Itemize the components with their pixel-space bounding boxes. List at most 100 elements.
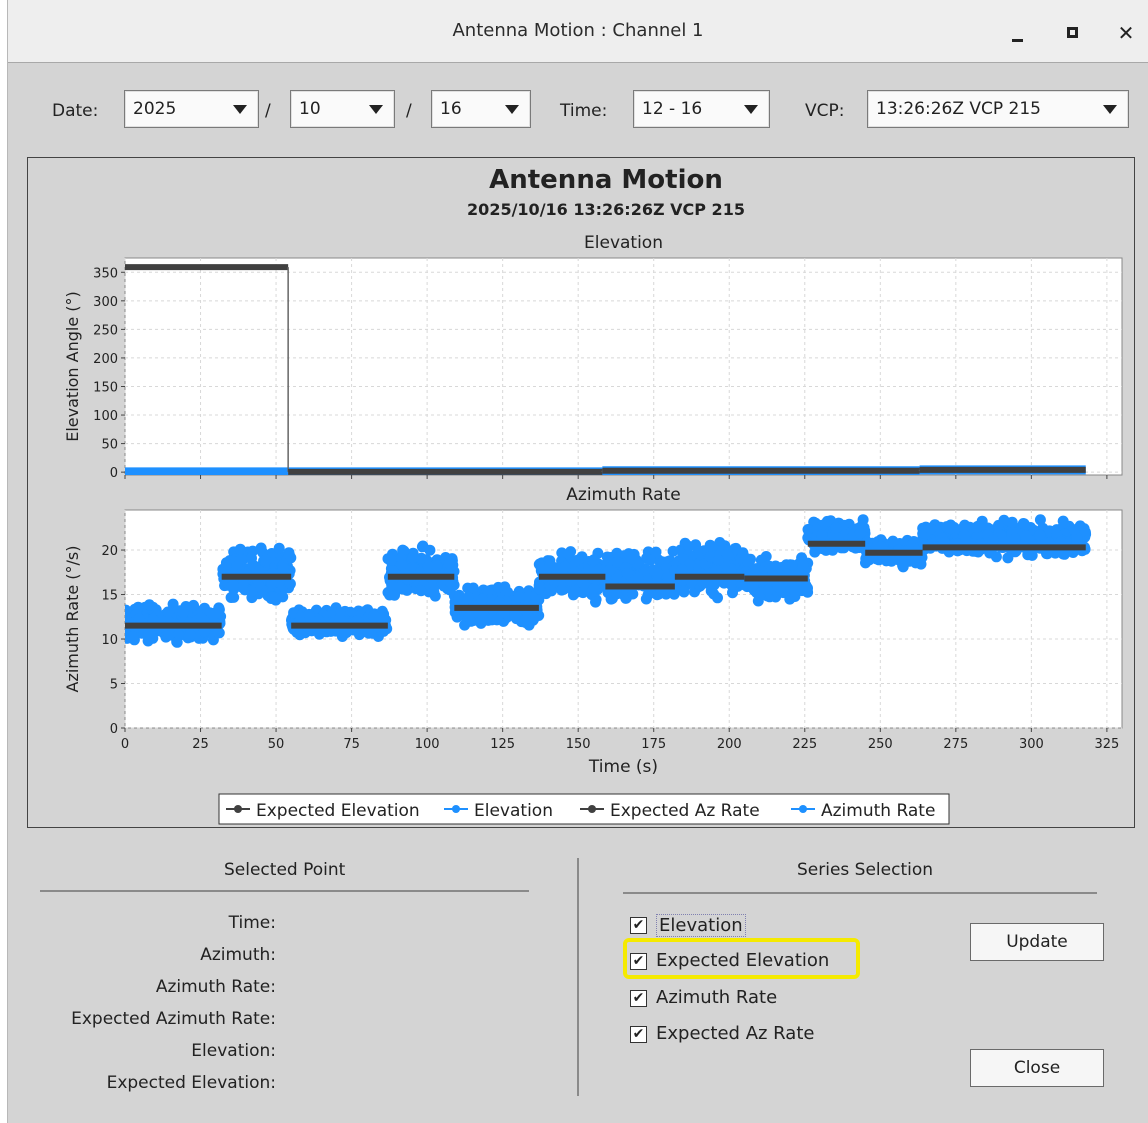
vcp-value: 13:26:26Z VCP 215 xyxy=(876,99,1042,119)
azimuth-rate-point xyxy=(801,581,812,593)
azimuth-rate-point xyxy=(443,558,455,569)
azimuth-rate-point xyxy=(729,543,741,555)
azimuth-rate-plot xyxy=(121,509,1123,732)
subplot-title: Elevation xyxy=(584,233,663,253)
azimuth-rate-point xyxy=(987,534,999,546)
azimuth-rate-point xyxy=(570,584,582,596)
azimuth-rate-point xyxy=(463,611,475,623)
azimuth-rate-point xyxy=(1059,548,1070,560)
antenna-motion-window: Antenna Motion : Channel 1 ✕ Date: 2025 … xyxy=(7,0,1148,1123)
plot-area xyxy=(124,257,1123,476)
azimuth-rate-point xyxy=(632,572,644,584)
x-tick-label: 75 xyxy=(343,737,360,752)
day-select[interactable]: 16 xyxy=(431,90,531,128)
azimuth-rate-point xyxy=(143,599,155,611)
azimuth-rate-band xyxy=(802,514,871,558)
azimuth-rate-point xyxy=(246,585,258,597)
azimuth-rate-point xyxy=(570,555,582,567)
azimuth-rate-point xyxy=(660,588,672,600)
checkbox-icon[interactable]: ✔ xyxy=(630,990,647,1007)
azimuth-rate-point xyxy=(712,554,724,566)
update-button[interactable]: Update xyxy=(970,923,1104,961)
azimuth-rate-point xyxy=(394,581,406,593)
azimuth-rate-point xyxy=(228,591,240,603)
azimuth-rate-point xyxy=(1006,516,1018,528)
data-layer xyxy=(125,264,1086,475)
chart-panel: Antenna Motion 2025/10/16 13:26:26Z VCP 2… xyxy=(27,157,1135,828)
azimuth-rate-point xyxy=(1018,518,1030,530)
azimuth-rate-point xyxy=(559,561,571,573)
azimuth-field-label: Azimuth: xyxy=(200,945,276,965)
y-tick-label: 250 xyxy=(93,323,118,338)
azimuth-rate-point xyxy=(397,544,409,556)
legend-item: Expected Az Rate xyxy=(580,801,760,821)
azimuth-rate-point xyxy=(162,606,174,618)
azimuth-rate-point xyxy=(621,567,633,579)
azimuth-rate-point xyxy=(642,589,654,601)
close-button[interactable]: Close xyxy=(970,1049,1104,1087)
checkbox-icon[interactable]: ✔ xyxy=(630,953,647,970)
azimuth-rate-point xyxy=(925,523,936,535)
x-tick-label: 225 xyxy=(792,737,817,752)
close-icon[interactable]: ✕ xyxy=(1117,21,1135,45)
azimuth-rate-point xyxy=(284,578,296,590)
azimuth-rate-point xyxy=(774,582,786,594)
title-bar[interactable]: Antenna Motion : Channel 1 ✕ xyxy=(8,0,1148,63)
antenna-motion-chart[interactable]: Antenna Motion 2025/10/16 13:26:26Z VCP 2… xyxy=(28,158,1134,827)
azimuth-rate-point xyxy=(467,582,479,594)
azimuth-rate-point xyxy=(494,596,506,608)
x-tick-label: 300 xyxy=(1019,737,1044,752)
legend-marker xyxy=(234,805,242,813)
series-selection-title: Series Selection xyxy=(797,860,934,880)
x-tick-label: 175 xyxy=(641,737,666,752)
azimuth-rate-point xyxy=(428,586,440,598)
y-tick-label: 150 xyxy=(93,380,118,395)
azimuth-rate-point xyxy=(993,519,1004,531)
legend-label: Expected Elevation xyxy=(256,801,420,821)
x-axis-label: Time (s) xyxy=(588,757,658,777)
azimuth-rate-point xyxy=(876,541,888,553)
subplot-title: Azimuth Rate xyxy=(566,485,680,505)
x-tick-label: 25 xyxy=(192,737,209,752)
checkbox-label: Elevation xyxy=(656,914,746,937)
chevron-down-icon xyxy=(233,105,247,114)
maximize-icon[interactable] xyxy=(1058,18,1088,48)
azimuth-rate-point xyxy=(601,551,613,563)
azimuth-rate-point xyxy=(368,610,380,622)
azimuth-rate-point xyxy=(386,581,398,592)
y-tick-label: 20 xyxy=(101,544,118,559)
azimuth-rate-point xyxy=(513,591,525,603)
checkbox-label: Expected Az Rate xyxy=(656,1023,815,1044)
time-select[interactable]: 12 - 16 xyxy=(633,90,770,128)
azimuth-rate-point xyxy=(277,591,289,603)
azimuth-rate-point xyxy=(611,588,623,600)
azimuth-rate-point xyxy=(424,544,436,556)
azimuth-rate-point xyxy=(260,554,272,566)
year-select[interactable]: 2025 xyxy=(124,90,259,128)
azimuth-rate-point xyxy=(945,522,956,534)
month-select[interactable]: 10 xyxy=(290,90,395,128)
checkbox-icon[interactable]: ✔ xyxy=(630,1026,647,1043)
azimuth-rate-point xyxy=(407,552,419,563)
azimuth-rate-point xyxy=(144,628,156,640)
y-tick-label: 0 xyxy=(110,722,118,737)
azimuth-rate-point xyxy=(334,612,346,624)
azimuth-rate-point xyxy=(273,577,285,588)
x-tick-label: 50 xyxy=(268,737,285,752)
minimize-icon[interactable] xyxy=(1003,18,1033,48)
checkbox-icon[interactable]: ✔ xyxy=(630,917,647,934)
azimuth-rate-point xyxy=(384,589,396,601)
azimuth-rate-point xyxy=(611,556,623,568)
azimuth-rate-point xyxy=(747,580,758,592)
time-field-label: Time: xyxy=(228,913,276,933)
chevron-down-icon xyxy=(369,105,383,114)
vcp-select[interactable]: 13:26:26Z VCP 215 xyxy=(867,90,1129,128)
azimuth-rate-point xyxy=(533,583,545,595)
y-axis-label: Elevation Angle (°) xyxy=(63,291,82,442)
azimuth-rate-point xyxy=(611,547,623,559)
y-tick-label: 350 xyxy=(93,266,118,281)
azimuth-rate-point xyxy=(742,557,754,569)
x-tick-label: 200 xyxy=(717,737,742,752)
legend-label: Azimuth Rate xyxy=(821,801,935,821)
azimuth-rate-point xyxy=(195,612,207,624)
